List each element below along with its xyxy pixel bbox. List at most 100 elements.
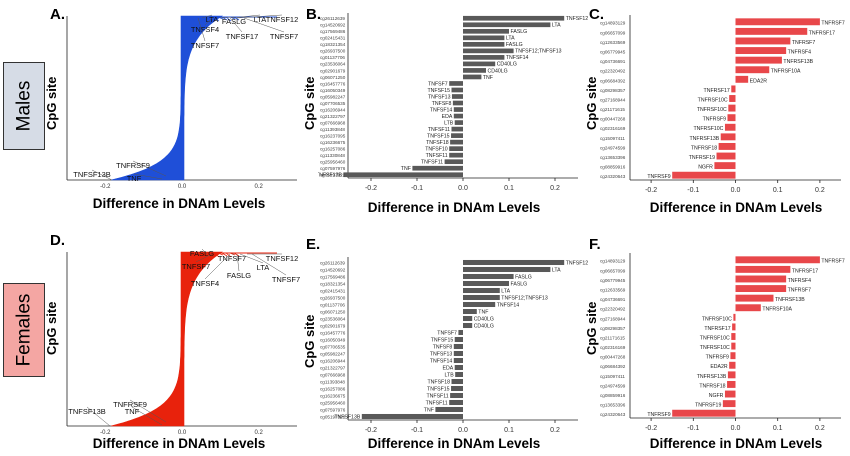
bar-label: LTA <box>501 289 510 295</box>
annotation-label: TNFSF12 <box>266 15 299 24</box>
y-tick-label: cg23536064 <box>320 317 346 322</box>
bar-label: TNFSF13 <box>430 352 453 358</box>
chart-e-bar-plot: -0.2 -0.1 0.0 0.1 0.2 cg26112639 TNFSF12 cg1452… <box>320 257 588 434</box>
y-tick-label: cg05982247 <box>320 94 346 99</box>
y-tick-label: cg07666968 <box>320 373 346 378</box>
bar <box>444 159 463 165</box>
bar-label: CD40LG <box>474 317 494 323</box>
annotation-label: TNFSF7 <box>182 262 210 271</box>
xlabel-c: Difference in DNAm Levels <box>649 200 823 215</box>
y-tick-label: cg26112639 <box>320 16 345 21</box>
bar <box>451 94 463 99</box>
x-tick-label: -0.1 <box>411 427 423 434</box>
bar <box>463 68 486 73</box>
annotation-label: TNFSF13B <box>73 170 111 179</box>
y-tick-label: cg00447268 <box>600 355 626 360</box>
bar <box>731 333 736 340</box>
bar <box>451 378 463 385</box>
x-tick-label: 0.2 <box>550 427 560 434</box>
bar-label: TNFRSF10A <box>771 69 801 75</box>
xlabel-b: Difference in DNAm Levels <box>367 200 541 215</box>
y-tick-label: cg15097411 <box>600 136 625 141</box>
area-shape <box>110 251 223 427</box>
bar-label: EDA2R <box>750 78 768 84</box>
bar-label: TNFRSF9 <box>647 412 670 418</box>
annotation-label: TNFRSF9 <box>116 161 150 170</box>
ylabel-d: CpG site <box>44 301 59 355</box>
bar-label: TNFRSF13B <box>783 59 813 65</box>
y-tick-label: cg08298357 <box>600 88 626 93</box>
bar-label: FASLG <box>511 29 528 35</box>
bar-label: TNFRSF10C <box>700 335 730 341</box>
bar-label: TNFRSF19 <box>695 403 721 409</box>
y-tick-label: cg16457776 <box>320 81 346 86</box>
x-tick-label: -0.2 <box>365 185 377 192</box>
area-spike <box>213 252 220 258</box>
y-tick-label: cg11330848 <box>320 153 345 158</box>
bar <box>463 301 496 308</box>
bar-label: TNFRSF4 <box>788 50 811 56</box>
area-spike <box>225 252 232 258</box>
y-tick-label: cg06657099 <box>600 268 626 273</box>
annotation-label: LTA <box>257 263 270 272</box>
y-tick-label: cg13653396 <box>600 155 626 160</box>
x-tick-label: 0.1 <box>773 425 783 432</box>
y-tick-label: cg16236675 <box>320 394 346 399</box>
annotation-leader <box>201 248 208 255</box>
bar <box>714 162 736 170</box>
bar <box>453 113 463 119</box>
bar <box>735 27 808 35</box>
bar <box>451 133 463 138</box>
bar-label: TNFRSF7 <box>788 288 811 294</box>
y-tick-label: cg05982247 <box>320 352 346 357</box>
bar <box>735 275 787 283</box>
annotation-leader <box>91 169 113 181</box>
y-tick-label: cg08859916 <box>600 393 626 398</box>
chart-f-bar-plot: -0.2 -0.1 0.0 0.1 0.2 cg14893129 TNFRSF7 cg0665… <box>600 253 845 432</box>
y-tick-label: cg11393848 <box>320 380 345 385</box>
bar-label: TNFRSF10C <box>700 345 730 351</box>
panel-letter-c: C. <box>589 6 604 23</box>
bar-label: TNFRSF9 <box>703 117 726 123</box>
y-tick-label: cg07706535 <box>320 345 346 350</box>
annotation-leader <box>251 253 287 276</box>
bar <box>735 75 749 83</box>
bar-label: TNF <box>483 75 493 81</box>
annotation-label: LTA <box>254 15 267 24</box>
x-tick-label: 0.0 <box>178 430 187 436</box>
bar-label: FASLG <box>511 282 528 288</box>
y-tick-label: cg14520692 <box>320 268 346 273</box>
bar <box>463 322 473 329</box>
annotation-leader <box>239 253 264 264</box>
panel-letter-a: A. <box>50 6 65 23</box>
bar <box>449 152 463 158</box>
y-tick-label: cg12633569 <box>600 288 626 293</box>
bar-label: CD40LG <box>488 68 508 74</box>
x-tick-label: -0.2 <box>100 430 111 436</box>
xlabel-e: Difference in DNAm Levels <box>367 436 541 451</box>
y-tick-label: cg02316169 <box>600 345 626 350</box>
chart-c-bar-plot: -0.2 -0.1 0.0 0.1 0.2 cg14893129 TNFRSF7 cg0665… <box>600 15 845 194</box>
y-tick-label: cg27168944 <box>600 97 626 102</box>
x-tick-label: 0.1 <box>504 427 514 434</box>
annotation-leader <box>236 253 240 272</box>
bar-label: TNFRSF13B <box>697 374 727 380</box>
bar <box>435 406 463 413</box>
bar <box>672 409 736 417</box>
bar-label: TNFSF11 <box>421 160 443 166</box>
bar-label: TNFSF8 <box>432 101 452 107</box>
x-tick-label: 0.1 <box>773 187 783 194</box>
y-tick-label: cg17569486 <box>320 29 346 34</box>
males-row-label: Males <box>3 62 45 150</box>
bar-label: EDA2R <box>710 364 728 370</box>
bar-label: EDA <box>442 114 453 120</box>
annotation-leader <box>231 14 261 19</box>
bar <box>727 114 736 122</box>
bar-label: TNF <box>478 310 488 316</box>
bar <box>735 18 820 26</box>
bar-label: TNFSF12;TNFSF13 <box>515 49 562 55</box>
bar <box>735 256 820 264</box>
bar-label: LTA <box>552 23 561 29</box>
bar-label: TNF <box>424 408 434 414</box>
